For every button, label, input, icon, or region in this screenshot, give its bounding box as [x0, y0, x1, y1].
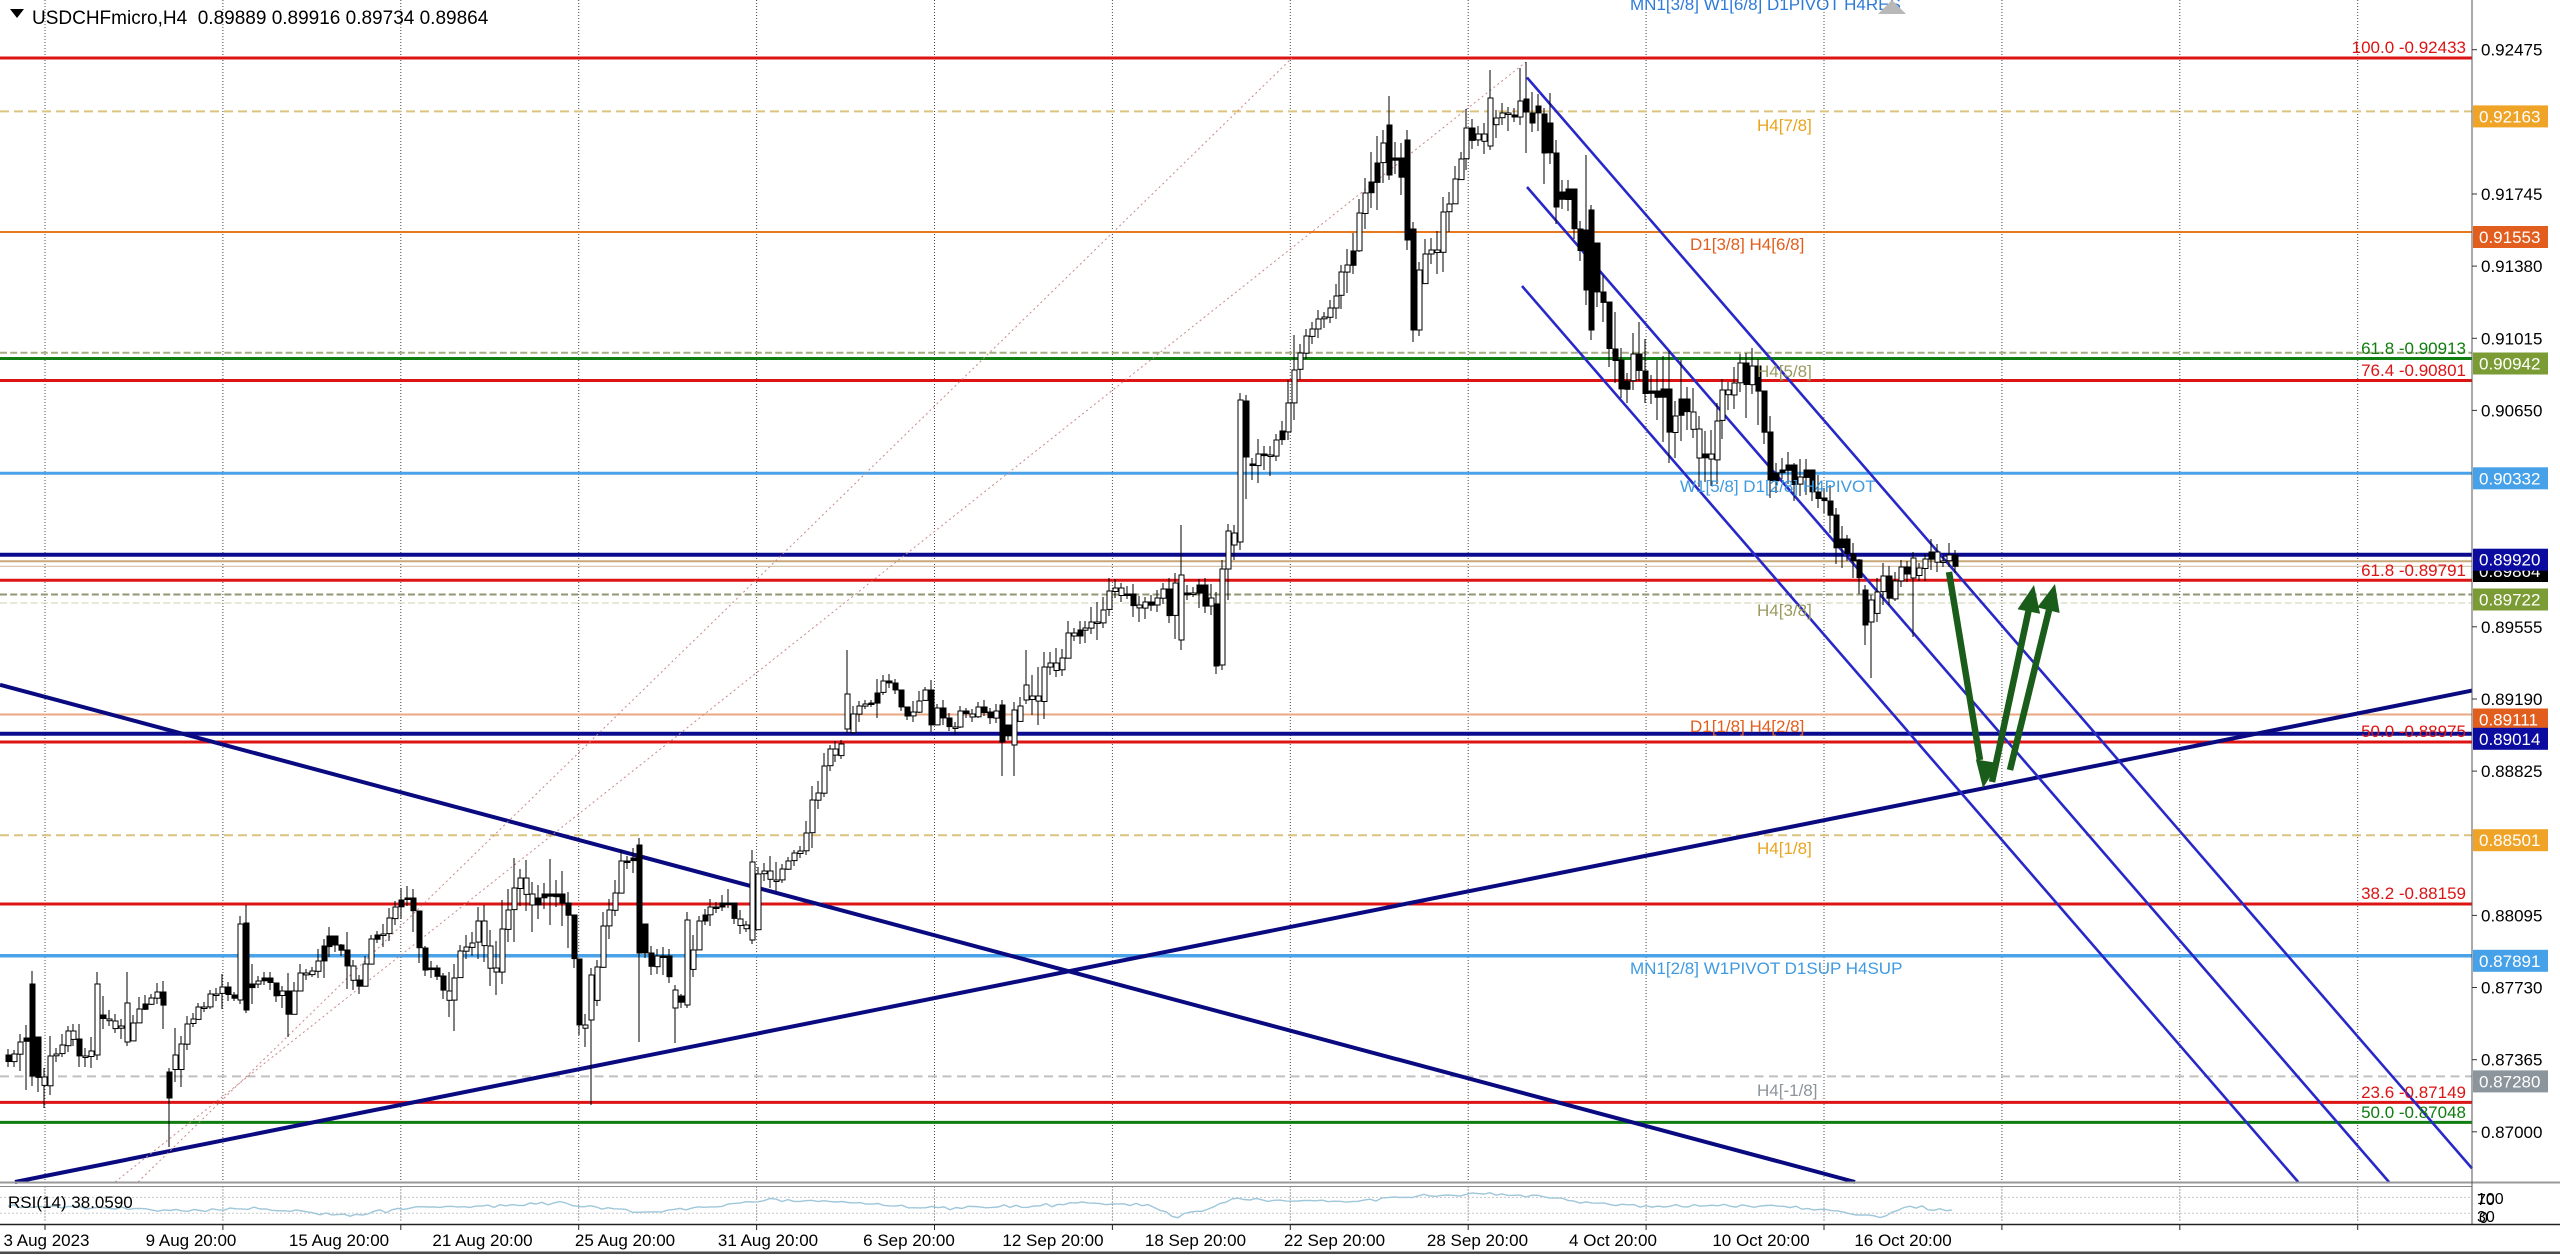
svg-text:0.87730: 0.87730 — [2481, 979, 2542, 998]
svg-text:16 Oct 20:00: 16 Oct 20:00 — [1854, 1231, 1951, 1250]
svg-text:0.91553: 0.91553 — [2479, 228, 2540, 247]
svg-text:MN1[2/8] W1PIVOT D1SUP H4SUP: MN1[2/8] W1PIVOT D1SUP H4SUP — [1630, 959, 1902, 978]
svg-text:23.6 -0.87149: 23.6 -0.87149 — [2361, 1083, 2466, 1102]
svg-text:0.92475: 0.92475 — [2481, 41, 2542, 60]
svg-text:61.8 -0.90913: 61.8 -0.90913 — [2361, 339, 2466, 358]
svg-text:61.8 -0.89791: 61.8 -0.89791 — [2361, 561, 2466, 580]
svg-text:0.87365: 0.87365 — [2481, 1051, 2542, 1070]
svg-text:10 Oct 20:00: 10 Oct 20:00 — [1712, 1231, 1809, 1250]
svg-text:H4[-1/8]: H4[-1/8] — [1757, 1081, 1817, 1100]
svg-text:0.89014: 0.89014 — [2479, 730, 2540, 749]
svg-text:100.0 -0.92433: 100.0 -0.92433 — [2352, 38, 2466, 57]
svg-text:31 Aug 20:00: 31 Aug 20:00 — [718, 1231, 818, 1250]
svg-text:0.87280: 0.87280 — [2479, 1072, 2540, 1091]
svg-text:21 Aug 20:00: 21 Aug 20:00 — [432, 1231, 532, 1250]
svg-text:H4[1/8]: H4[1/8] — [1757, 839, 1812, 858]
svg-text:USDCHFmicro,H4 0.89889 0.8991: USDCHFmicro,H4 0.89889 0.89916 0.89734 0… — [32, 8, 489, 29]
svg-text:H4[5/8]: H4[5/8] — [1757, 362, 1812, 381]
svg-text:0.90650: 0.90650 — [2481, 401, 2542, 420]
svg-text:0.91015: 0.91015 — [2481, 329, 2542, 348]
svg-text:D1[1/8] H4[2/8]: D1[1/8] H4[2/8] — [1690, 717, 1804, 736]
svg-text:0: 0 — [2479, 1210, 2488, 1227]
svg-text:0.89190: 0.89190 — [2481, 690, 2542, 709]
svg-text:9 Aug 20:00: 9 Aug 20:00 — [146, 1231, 237, 1250]
svg-text:22 Sep 20:00: 22 Sep 20:00 — [1284, 1231, 1385, 1250]
svg-text:0.89111: 0.89111 — [2479, 711, 2538, 730]
svg-text:76.4 -0.90801: 76.4 -0.90801 — [2361, 361, 2466, 380]
svg-text:0.90332: 0.90332 — [2479, 469, 2540, 488]
svg-text:50.0 -0.88975: 50.0 -0.88975 — [2361, 722, 2466, 741]
svg-text:70: 70 — [2477, 1192, 2495, 1209]
svg-text:0.87891: 0.87891 — [2479, 952, 2540, 971]
svg-text:MN1[3/8] W1[6/8] D1PIVOT H4RES: MN1[3/8] W1[6/8] D1PIVOT H4RES — [1630, 0, 1901, 14]
svg-text:28 Sep 20:00: 28 Sep 20:00 — [1427, 1231, 1528, 1250]
svg-text:0.89555: 0.89555 — [2481, 618, 2542, 637]
svg-text:0.90942: 0.90942 — [2479, 355, 2540, 374]
svg-text:15 Aug 20:00: 15 Aug 20:00 — [289, 1231, 389, 1250]
svg-text:RSI(14) 38.0590: RSI(14) 38.0590 — [8, 1193, 133, 1212]
svg-text:H4[7/8]: H4[7/8] — [1757, 116, 1812, 135]
svg-text:12 Sep 20:00: 12 Sep 20:00 — [1002, 1231, 1103, 1250]
svg-text:0.88501: 0.88501 — [2479, 831, 2540, 850]
svg-text:100: 100 — [2477, 1191, 2504, 1208]
svg-text:0.88095: 0.88095 — [2481, 906, 2542, 925]
svg-text:0.92163: 0.92163 — [2479, 107, 2540, 126]
svg-text:0.91745: 0.91745 — [2481, 185, 2542, 204]
svg-text:0.89722: 0.89722 — [2479, 591, 2540, 610]
svg-text:3 Aug 2023: 3 Aug 2023 — [3, 1231, 89, 1250]
svg-text:0.87000: 0.87000 — [2481, 1123, 2542, 1142]
svg-text:0.89920: 0.89920 — [2479, 551, 2540, 570]
svg-text:38.2 -0.88159: 38.2 -0.88159 — [2361, 884, 2466, 903]
svg-text:6 Sep 20:00: 6 Sep 20:00 — [863, 1231, 955, 1250]
svg-text:50.0 -0.87048: 50.0 -0.87048 — [2361, 1103, 2466, 1122]
svg-text:D1[3/8] H4[6/8]: D1[3/8] H4[6/8] — [1690, 235, 1804, 254]
svg-text:W1[5/8] D1[2/8] H4PIVOT: W1[5/8] D1[2/8] H4PIVOT — [1680, 477, 1876, 496]
svg-text:25 Aug 20:00: 25 Aug 20:00 — [575, 1231, 675, 1250]
svg-text:4 Oct 20:00: 4 Oct 20:00 — [1569, 1231, 1657, 1250]
svg-text:0.88825: 0.88825 — [2481, 762, 2542, 781]
svg-text:H4[3/8]: H4[3/8] — [1757, 601, 1812, 620]
svg-text:18 Sep 20:00: 18 Sep 20:00 — [1145, 1231, 1246, 1250]
svg-text:30: 30 — [2477, 1209, 2495, 1226]
svg-text:0.91380: 0.91380 — [2481, 257, 2542, 276]
